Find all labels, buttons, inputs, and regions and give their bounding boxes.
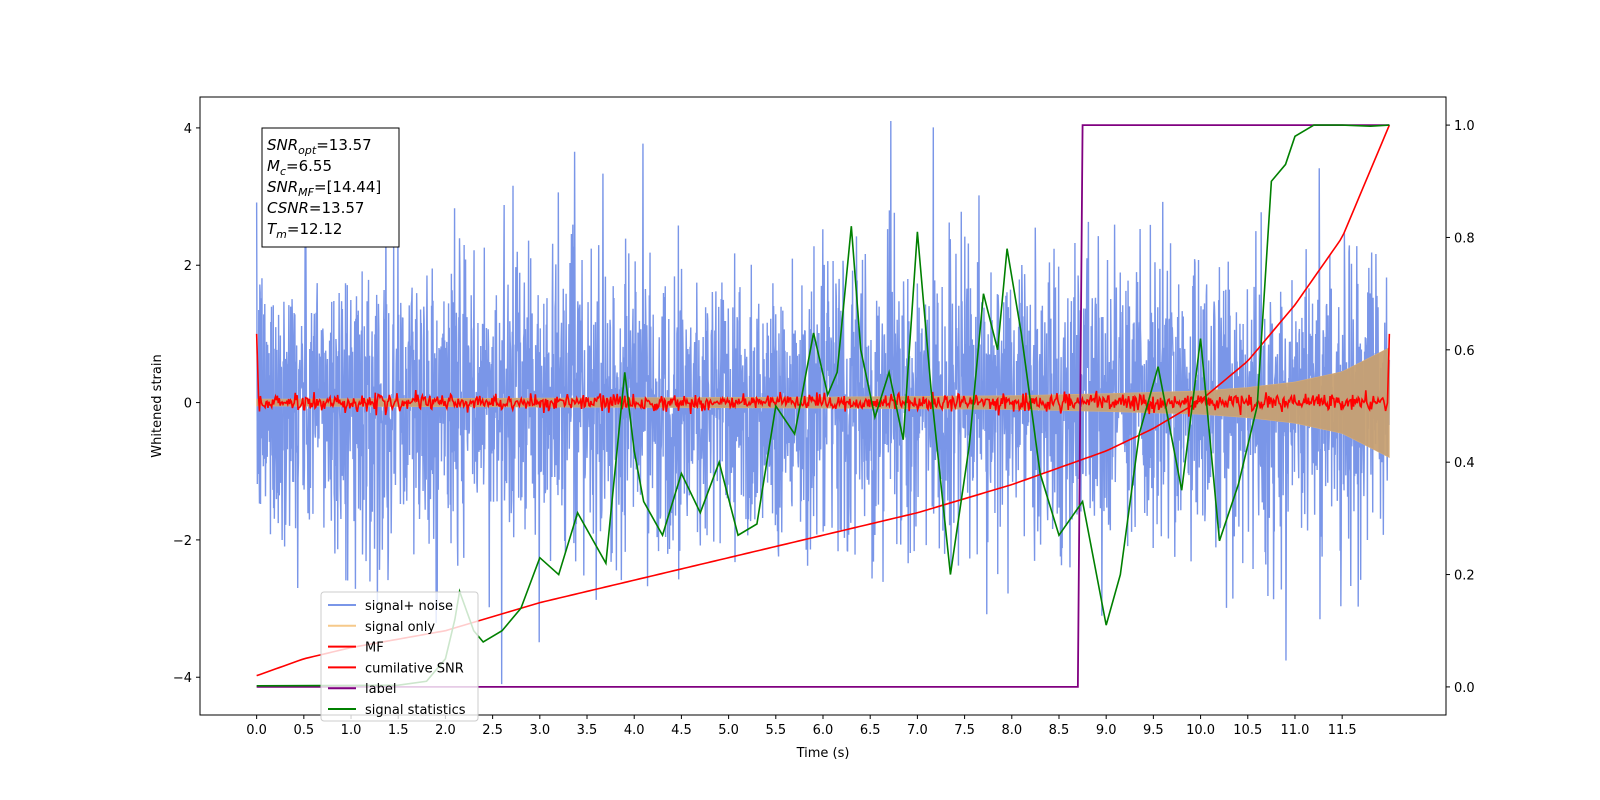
x-tick-label: 2.0 — [435, 723, 456, 738]
annotation-frame — [261, 127, 400, 248]
y-right-tick-label: 1.0 — [1454, 119, 1475, 134]
x-tick-label: 11.5 — [1328, 723, 1357, 738]
x-tick-label: 5.5 — [765, 723, 786, 738]
legend-item-label: signal statistics — [365, 703, 466, 718]
y-left-tick-label: −4 — [173, 671, 192, 686]
y-right-tick-label: 0.0 — [1454, 681, 1475, 696]
x-tick-label: 7.5 — [954, 723, 975, 738]
y-axis-left: 4 2 0 −2 −4 — [173, 122, 200, 686]
y-axis-label: Whitened strain — [150, 354, 165, 457]
x-tick-label: 4.0 — [624, 723, 645, 738]
x-tick-label: 11.0 — [1280, 723, 1309, 738]
y-right-tick-label: 0.2 — [1454, 569, 1475, 584]
x-tick-label: 2.5 — [482, 723, 503, 738]
y-left-tick-label: −2 — [173, 534, 192, 549]
x-tick-label: 8.5 — [1049, 723, 1070, 738]
legend-item-label: signal only — [365, 620, 435, 635]
annotation-line: SNRopt=13.57 — [267, 136, 372, 157]
x-tick-label: 6.5 — [860, 723, 881, 738]
y-right-tick-label: 0.4 — [1454, 456, 1475, 471]
legend-item-label: cumilative SNR — [365, 661, 464, 676]
y-left-tick-label: 2 — [184, 259, 192, 274]
x-tick-label: 7.0 — [907, 723, 928, 738]
legend-item-label: signal+ noise — [365, 599, 453, 614]
x-tick-label: 0.0 — [246, 723, 267, 738]
x-tick-label: 0.5 — [293, 723, 314, 738]
series-signal-statistics — [256, 124, 1390, 687]
x-tick-label: 3.0 — [529, 723, 550, 738]
y-right-tick-label: 0.8 — [1454, 231, 1475, 246]
annotation-line: Mc=6.55 — [267, 157, 332, 178]
x-tick-label: 4.5 — [671, 723, 692, 738]
x-axis: 0.0 0.5 1.0 1.5 2.0 2.5 3.0 3.5 4.0 4.5 5.0 5.5 6.0 6… — [246, 715, 1357, 738]
legend-frame — [320, 591, 479, 722]
legend-item-label: label — [365, 682, 396, 697]
y-right-tick-label: 0.6 — [1454, 344, 1475, 359]
legend-item-label: MF — [365, 641, 384, 656]
x-tick-label: 5.0 — [718, 723, 739, 738]
x-tick-label: 9.0 — [1096, 723, 1117, 738]
x-tick-label: 1.0 — [341, 723, 362, 738]
annotation-line: Tm=12.12 — [267, 220, 342, 241]
series-label — [256, 124, 1390, 688]
annotation-line: CSNR=13.57 — [267, 199, 364, 217]
legend: signal+ noise signal only MF cumilative SNR… — [320, 591, 479, 722]
x-tick-label: 9.5 — [1143, 723, 1164, 738]
x-tick-label: 10.5 — [1233, 723, 1262, 738]
x-tick-label: 10.0 — [1186, 723, 1215, 738]
annotation-line: SNRMF=[14.44] — [267, 178, 381, 199]
y-left-tick-label: 0 — [184, 397, 192, 412]
annotation-box: SNRopt=13.57Mc=6.55SNRMF=[14.44]CSNR=13.… — [261, 127, 400, 248]
x-tick-label: 3.5 — [577, 723, 598, 738]
x-tick-label: 6.0 — [813, 723, 834, 738]
y-left-tick-label: 4 — [184, 122, 192, 137]
x-tick-label: 8.0 — [1001, 723, 1022, 738]
y-axis-right: 1.0 0.8 0.6 0.4 0.2 0.0 — [1446, 119, 1475, 696]
x-tick-label: 1.5 — [388, 723, 409, 738]
x-axis-label: Time (s) — [796, 746, 850, 761]
